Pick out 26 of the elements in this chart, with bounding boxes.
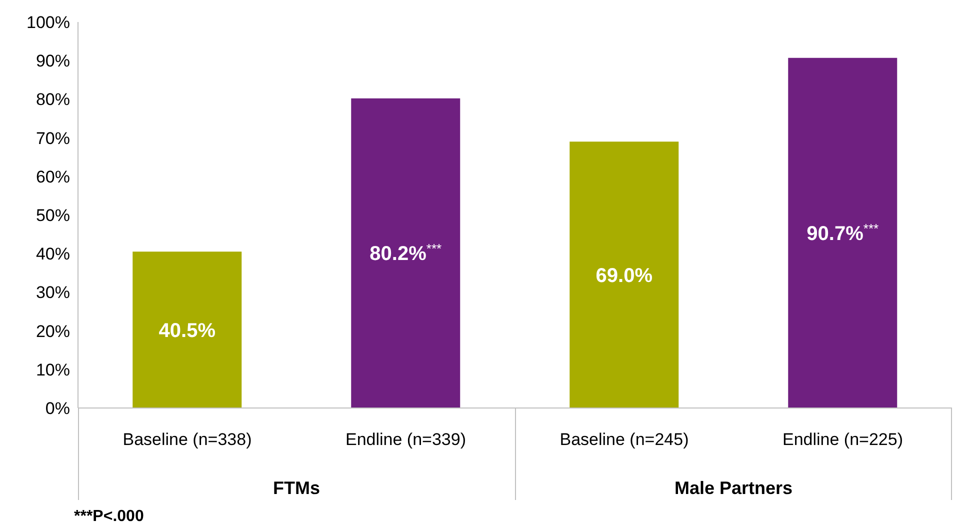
data-label: 80.2%$^{***}$: [370, 240, 442, 266]
x-tick-label: Endline (n=225): [781, 430, 904, 450]
y-tick-label: 0%: [45, 399, 70, 418]
y-tick-label: 50%: [36, 206, 70, 226]
x-tick-label: Baseline (n=338): [122, 430, 253, 450]
data-label: 69.0%: [596, 264, 653, 287]
y-tick-label: 20%: [36, 322, 70, 341]
bar: [788, 58, 898, 408]
text: ***P<.000: [74, 508, 144, 526]
y-tick-label: 90%: [36, 52, 70, 71]
y-tick-label: 40%: [36, 244, 70, 264]
y-tick-label: 70%: [36, 128, 70, 148]
x-tick-label: Endline (n=339): [344, 430, 467, 450]
y-tick-label: 10%: [36, 360, 70, 380]
text: Male Partners: [673, 478, 794, 499]
data-label: 90.7%$^{***}$: [806, 220, 879, 245]
bar: [351, 98, 460, 408]
y-tick-label: 80%: [36, 90, 70, 110]
y-tick-label: 60%: [36, 167, 70, 186]
y-tick-label: 30%: [36, 283, 70, 302]
data-label: 40.5%: [158, 320, 216, 342]
bar: [132, 252, 242, 408]
x-tick-label: Baseline (n=245): [558, 430, 690, 450]
text: FTMs: [272, 478, 321, 499]
y-tick-label: 100%: [26, 13, 70, 32]
bar: [570, 142, 679, 408]
